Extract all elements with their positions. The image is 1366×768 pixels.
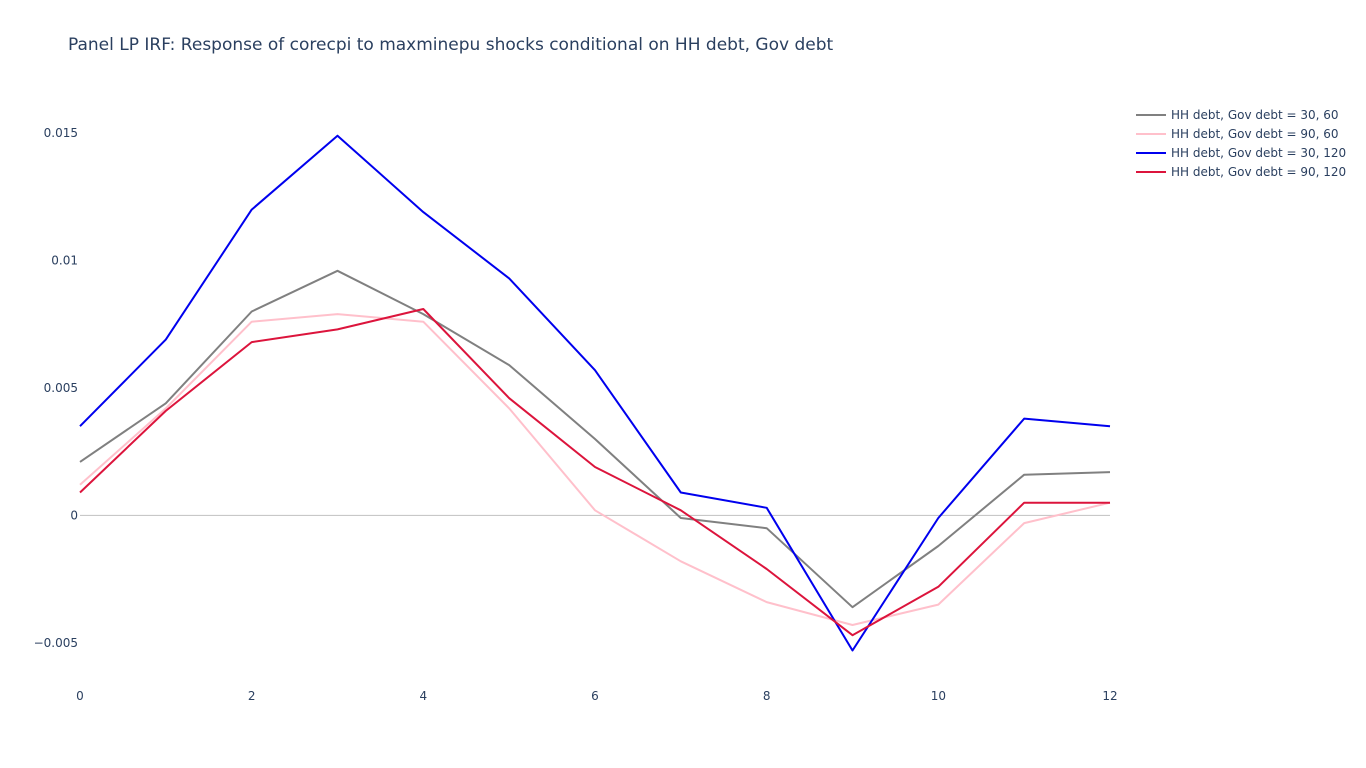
legend-label: HH debt, Gov debt = 90, 120 [1171, 165, 1346, 179]
legend-label: HH debt, Gov debt = 30, 120 [1171, 146, 1346, 160]
x-tick-label: 0 [76, 689, 84, 703]
x-tick-label: 12 [1102, 689, 1117, 703]
legend-label: HH debt, Gov debt = 30, 60 [1171, 108, 1339, 122]
chart-title: Panel LP IRF: Response of corecpi to max… [68, 35, 834, 55]
series-line-4[interactable] [79, 308, 1110, 637]
y-tick-label: 0.015 [44, 126, 78, 140]
series-line-3[interactable] [79, 134, 1111, 652]
x-axis-ticks: 0 2 4 6 8 10 12 [76, 689, 1117, 703]
x-tick-label: 2 [248, 689, 256, 703]
legend-item-1[interactable]: HH debt, Gov debt = 30, 60 [1136, 108, 1339, 122]
legend-item-2[interactable]: HH debt, Gov debt = 90, 60 [1136, 127, 1339, 141]
x-tick-label: 10 [931, 689, 946, 703]
y-tick-label: −0.005 [34, 636, 78, 650]
series-line-2[interactable] [79, 313, 1111, 626]
legend-label: HH debt, Gov debt = 90, 60 [1171, 127, 1339, 141]
legend-item-3[interactable]: HH debt, Gov debt = 30, 120 [1136, 146, 1346, 160]
y-tick-label: 0.01 [51, 254, 78, 268]
y-tick-label: 0.005 [44, 381, 78, 395]
legend-item-4[interactable]: HH debt, Gov debt = 90, 120 [1136, 165, 1346, 179]
x-tick-label: 6 [591, 689, 599, 703]
series-layer [79, 134, 1111, 652]
legend[interactable]: HH debt, Gov debt = 30, 60 HH debt, Gov d… [1136, 108, 1346, 179]
series-line-1[interactable] [79, 269, 1111, 609]
y-tick-label: 0 [70, 508, 78, 522]
y-axis-ticks: 0.015 0.01 0.005 0 −0.005 [34, 126, 78, 650]
x-tick-label: 4 [420, 689, 428, 703]
x-tick-label: 8 [763, 689, 771, 703]
